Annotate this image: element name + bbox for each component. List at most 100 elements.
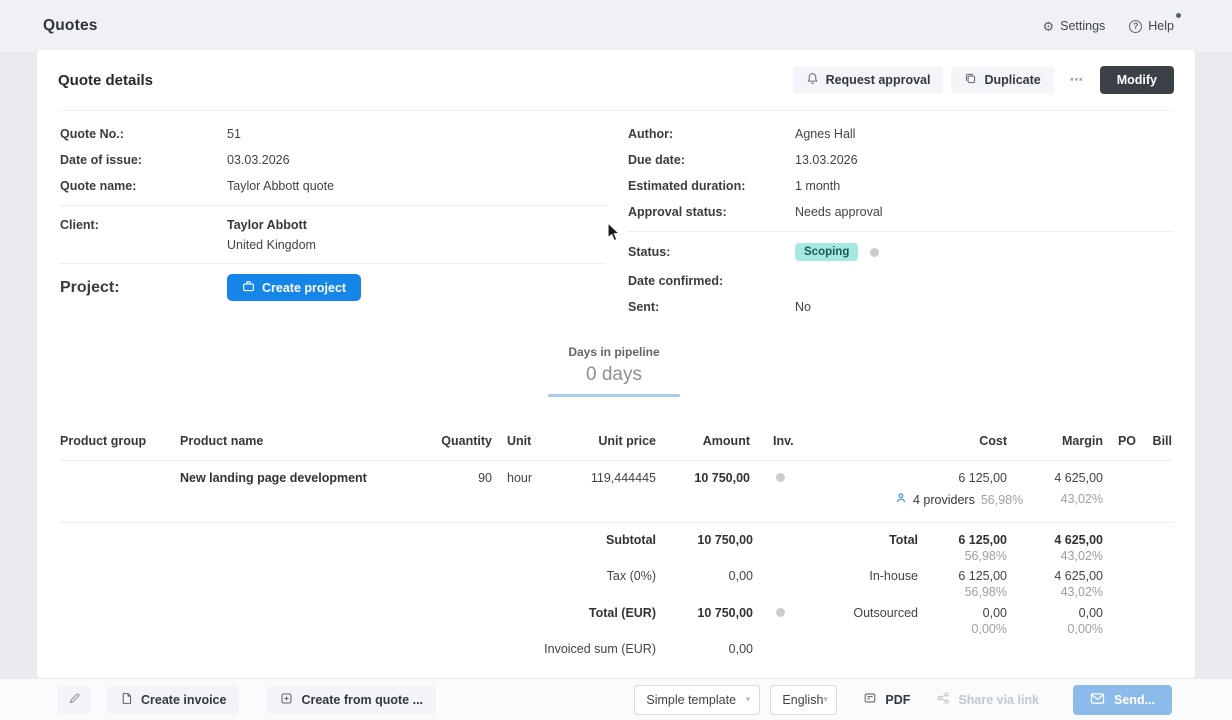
language-select[interactable]: English ▾: [770, 684, 838, 715]
invoice-document-icon: [120, 692, 133, 708]
product-unit-price: 119,444445: [590, 471, 656, 485]
send-button[interactable]: Send...: [1073, 684, 1172, 715]
totals-inhouse-cost-pct: 56,98%: [964, 585, 1007, 599]
plus-square-icon: [280, 692, 293, 708]
duplicate-label: Duplicate: [984, 73, 1041, 87]
providers-cell: 4 providers 56,98%: [895, 492, 1023, 507]
client-name[interactable]: Taylor Abbott: [227, 218, 307, 232]
field-due-date: Due date: 13.03.2026: [628, 147, 1174, 173]
field-label: Quote name:: [60, 179, 137, 193]
subtotal-label: Subtotal: [606, 533, 656, 547]
app-title: Quotes: [43, 17, 98, 34]
totals-outsourced-margin: 0,00: [1078, 606, 1103, 620]
quote-details-card: Quote details Request approval Duplicate…: [37, 50, 1195, 678]
header-buttons: Request approval Duplicate ⋯ Modify: [792, 66, 1174, 94]
totals-total-margin-pct: 43,02%: [1060, 549, 1103, 563]
col-header-product-group[interactable]: Product group: [60, 434, 147, 448]
field-author: Author: Agnes Hall: [628, 121, 1174, 147]
edit-button[interactable]: [58, 685, 91, 714]
field-value: Taylor Abbott quote: [227, 179, 335, 193]
field-value: 51: [227, 127, 241, 141]
col-header-quantity[interactable]: Quantity: [441, 434, 492, 448]
field-value: 03.03.2026: [227, 153, 290, 167]
create-invoice-button[interactable]: Create invoice: [107, 685, 240, 714]
col-header-amount[interactable]: Amount: [702, 434, 750, 448]
totals-total-margin: 4 625,00: [1054, 533, 1103, 547]
language-select-value: English: [782, 692, 824, 707]
col-header-unit[interactable]: Unit: [507, 434, 532, 448]
totals-total-cost: 6 125,00: [958, 533, 1007, 547]
field-label: Status:: [628, 245, 671, 259]
product-name[interactable]: New landing page development: [180, 471, 367, 485]
field-label: Author:: [628, 127, 674, 141]
briefcase-icon: [242, 280, 255, 296]
divider: [60, 205, 606, 206]
field-value: Agnes Hall: [795, 127, 856, 141]
share-via-link-button[interactable]: Share via link: [926, 686, 1049, 714]
create-project-label: Create project: [262, 280, 347, 295]
field-label: Approval status:: [628, 205, 727, 219]
create-from-quote-button[interactable]: Create from quote ...: [267, 685, 437, 714]
chevron-down-icon: ▾: [745, 694, 751, 704]
col-header-unit-price[interactable]: Unit price: [598, 434, 656, 448]
field-value: Needs approval: [795, 205, 883, 219]
divider: [628, 231, 1174, 232]
totals-outsourced-cost-pct: 0,00%: [971, 622, 1007, 636]
field-date-confirmed: Date confirmed:: [628, 268, 1174, 294]
totals-outsourced-label: Outsourced: [853, 606, 918, 620]
tax-value: 0,00: [728, 569, 753, 583]
template-select[interactable]: Simple template ▾: [634, 684, 761, 715]
field-label: Date of issue:: [60, 153, 142, 167]
send-label: Send...: [1114, 692, 1155, 707]
field-approval-status: Approval status: Needs approval: [628, 199, 1174, 225]
col-header-cost[interactable]: Cost: [979, 434, 1007, 448]
field-quote-no: Quote No.: 51: [60, 121, 606, 147]
request-approval-label: Request approval: [825, 73, 931, 87]
field-label: Project:: [60, 278, 120, 296]
settings-button[interactable]: ⚙ Settings: [1042, 19, 1105, 33]
field-label: Estimated duration:: [628, 179, 746, 193]
pdf-file-icon: [863, 691, 877, 708]
page-title: Quote details: [58, 71, 154, 89]
question-circle-icon: ?: [1129, 19, 1143, 33]
help-button[interactable]: ? Help: [1129, 13, 1181, 33]
col-header-po[interactable]: PO: [1117, 434, 1136, 448]
margin-percent: 43,02%: [1060, 492, 1103, 506]
col-header-bill[interactable]: Bill: [1152, 434, 1172, 448]
product-unit: hour: [507, 471, 533, 485]
invoiced-sum-label: Invoiced sum (EUR): [544, 642, 656, 656]
share-icon: [936, 691, 950, 708]
total-eur-value: 10 750,00: [697, 606, 753, 620]
field-status: Status: Scoping: [628, 241, 1174, 263]
pipeline-underline: [548, 394, 680, 397]
pdf-label: PDF: [885, 692, 911, 707]
ellipsis-icon: ⋯: [1069, 72, 1084, 87]
header-divider: [58, 110, 1174, 111]
total-eur-label: Total (EUR): [588, 606, 656, 620]
col-header-inv[interactable]: Inv.: [773, 434, 794, 448]
field-label: Quote No.:: [60, 127, 124, 141]
totals-total-label: Total: [889, 533, 918, 547]
days-in-pipeline: Days in pipeline 0 days: [514, 344, 714, 397]
quote-fields-left: Quote No.: 51 Date of issue: 03.03.2026 …: [60, 121, 606, 199]
pipeline-value: 0 days: [586, 364, 642, 385]
status-indicator-dot: [870, 247, 880, 257]
totals-inhouse-cost: 6 125,00: [958, 569, 1007, 583]
status-badge[interactable]: Scoping: [795, 243, 859, 261]
field-label: Sent:: [628, 300, 660, 314]
pdf-button[interactable]: PDF: [853, 686, 920, 714]
request-approval-button[interactable]: Request approval: [792, 66, 944, 94]
footer-action-bar: Create invoice Create from quote ... Sim…: [0, 678, 1232, 720]
more-actions-button[interactable]: ⋯: [1062, 66, 1092, 94]
col-header-margin[interactable]: Margin: [1062, 434, 1103, 448]
duplicate-button[interactable]: Duplicate: [951, 66, 1054, 94]
col-header-product-name[interactable]: Product name: [180, 434, 264, 448]
subtotal-value: 10 750,00: [697, 533, 753, 547]
totals-outsourced-cost: 0,00: [982, 606, 1007, 620]
person-icon: [895, 492, 907, 507]
create-project-button[interactable]: Create project: [227, 274, 362, 301]
modify-label: Modify: [1116, 73, 1157, 87]
field-date-of-issue: Date of issue: 03.03.2026: [60, 147, 606, 173]
providers-link[interactable]: 4 providers: [913, 492, 975, 507]
modify-button[interactable]: Modify: [1099, 66, 1174, 94]
